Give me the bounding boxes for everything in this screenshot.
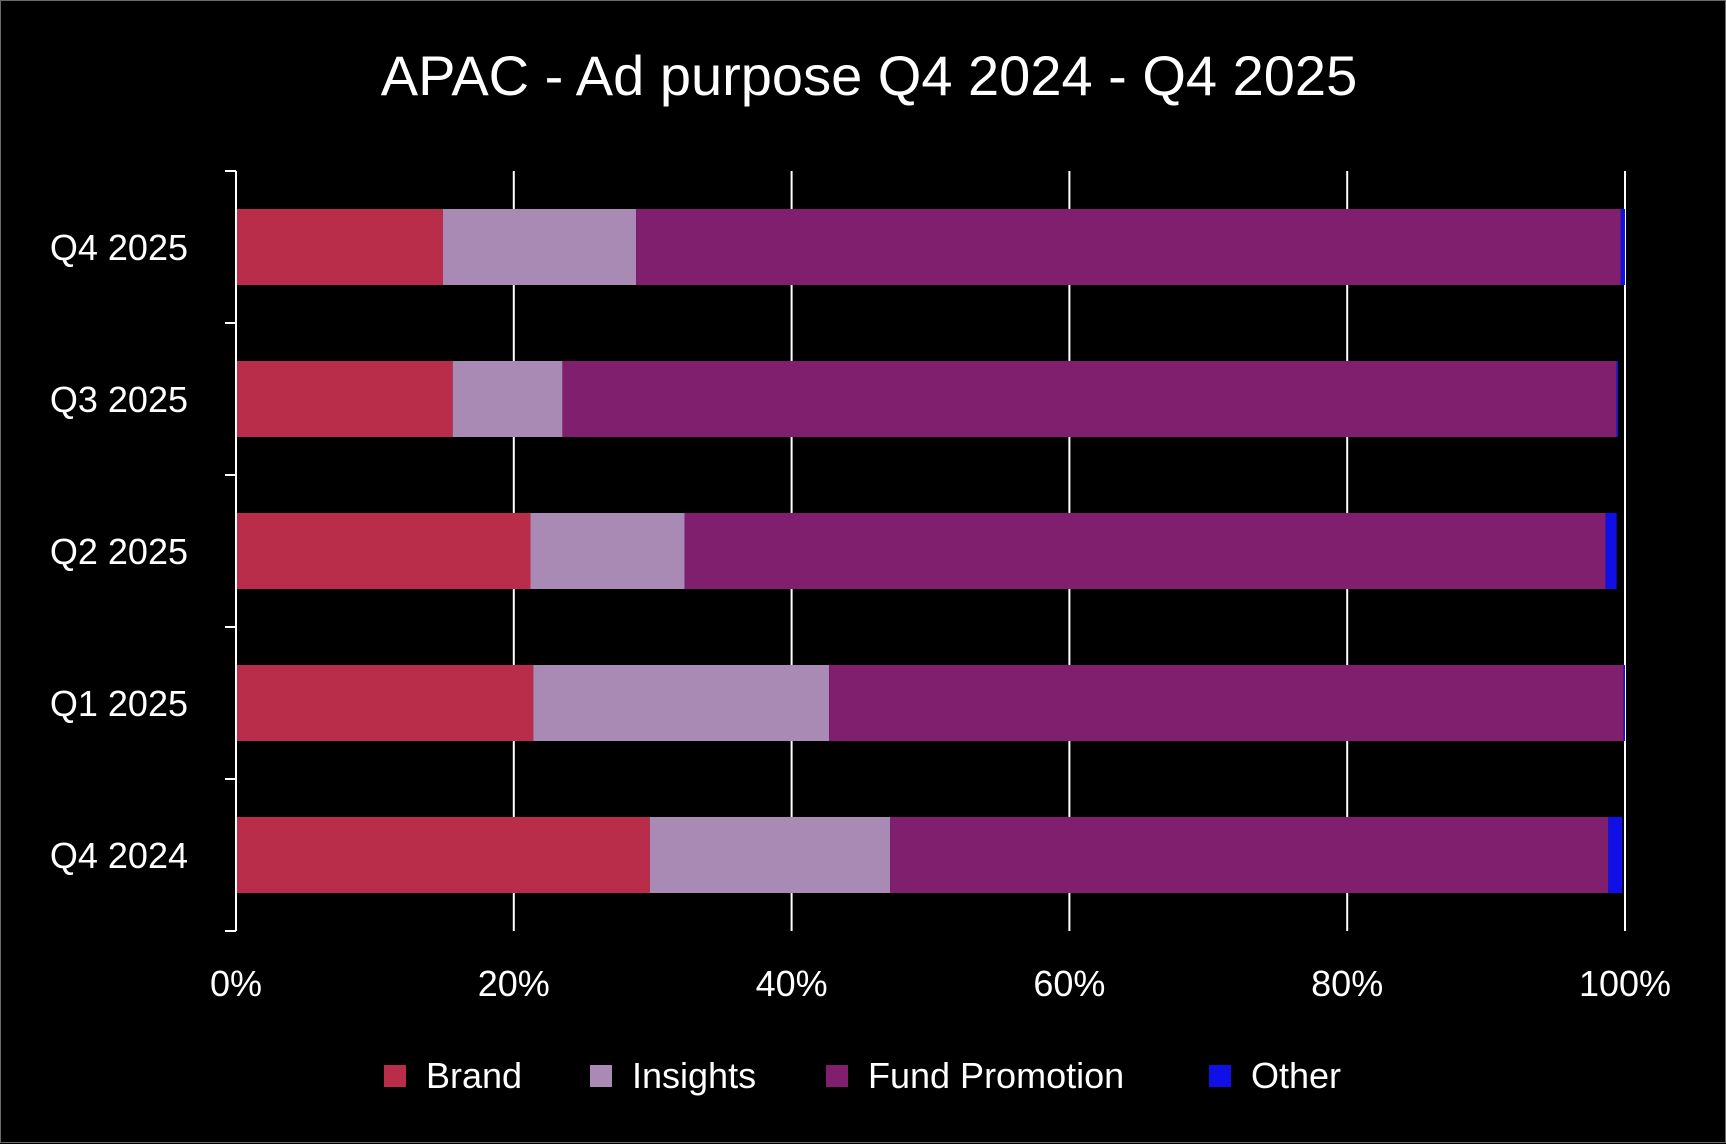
category-label: Q4 2025: [50, 227, 188, 268]
bar-segment-brand: [236, 209, 443, 285]
bar-segment-brand: [236, 513, 531, 589]
category-label: Q4 2024: [50, 835, 188, 876]
y-axis-category-labels: Q4 2025 Q3 2025 Q2 2025 Q1 2025 Q4 2024: [50, 227, 188, 876]
legend-swatch: [826, 1065, 848, 1087]
bar-segment-brand: [236, 665, 534, 741]
legend-swatch: [1209, 1065, 1231, 1087]
category-label: Q2 2025: [50, 531, 188, 572]
legend-label: Insights: [632, 1055, 756, 1096]
bar-segment-insights: [533, 665, 830, 741]
y-axis: [225, 170, 237, 932]
legend-swatch: [384, 1065, 406, 1087]
legend: Brand Insights Fund Promotion Other: [384, 1055, 1341, 1096]
legend-label: Other: [1251, 1055, 1341, 1096]
x-tick-label: 0%: [210, 963, 262, 1004]
bar-segment-other: [1623, 665, 1625, 741]
bar-segment-other: [1605, 513, 1617, 589]
bar-segment-fund-promotion: [636, 209, 1621, 285]
x-axis-tick-labels: 0% 20% 40% 60% 80% 100%: [210, 963, 1671, 1004]
x-tick-label: 60%: [1033, 963, 1105, 1004]
bar-segment-insights: [452, 361, 563, 437]
legend-label: Brand: [426, 1055, 522, 1096]
x-tick-label: 80%: [1311, 963, 1383, 1004]
bar-segment-insights: [649, 817, 891, 893]
legend-swatch: [590, 1065, 612, 1087]
x-tick-label: 20%: [478, 963, 550, 1004]
bar-segment-other: [1620, 209, 1625, 285]
legend-label: Fund Promotion: [868, 1055, 1124, 1096]
chart-title: APAC - Ad purpose Q4 2024 - Q4 2025: [381, 44, 1357, 107]
bar-segment-insights: [530, 513, 685, 589]
bar-segment-fund-promotion: [684, 513, 1606, 589]
bar-segment-other: [1608, 817, 1623, 893]
bar-segment-insights: [442, 209, 637, 285]
bar-segment-fund-promotion: [829, 665, 1624, 741]
bar-segment-brand: [236, 817, 650, 893]
x-tick-label: 40%: [756, 963, 828, 1004]
bar-segment-brand: [236, 361, 453, 437]
x-tick-label: 100%: [1579, 963, 1671, 1004]
bar-segment-fund-promotion: [562, 361, 1617, 437]
bar-segment-other: [1616, 361, 1619, 437]
category-label: Q3 2025: [50, 379, 188, 420]
bar-segments: [236, 209, 1625, 893]
bar-segment-fund-promotion: [890, 817, 1609, 893]
category-label: Q1 2025: [50, 683, 188, 724]
